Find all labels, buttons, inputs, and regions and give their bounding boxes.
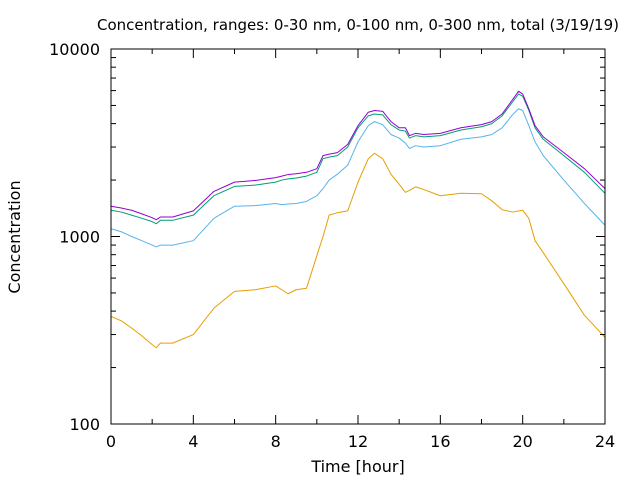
x-axis-title: Time [hour] xyxy=(310,457,404,476)
x-tick-label: 4 xyxy=(188,432,198,451)
series-layer xyxy=(110,90,606,349)
series-line-4 xyxy=(110,90,606,221)
y-tick-label: 10000 xyxy=(49,40,100,59)
series-line-2 xyxy=(110,108,606,248)
y-axis-title: Concentration xyxy=(5,180,24,293)
y-tick-label: 1000 xyxy=(59,228,100,247)
x-tick-label: 16 xyxy=(430,432,450,451)
series-line-1 xyxy=(110,152,606,349)
series-line-3 xyxy=(110,93,606,225)
chart-title: Concentration, ranges: 0-30 nm, 0-100 nm… xyxy=(97,16,619,34)
y-tick-label: 100 xyxy=(69,415,100,434)
x-tick-label: 20 xyxy=(512,432,532,451)
x-tick-label: 24 xyxy=(595,432,615,451)
x-tick-label: 0 xyxy=(106,432,116,451)
ticks-layer: 0 4 8 12 16 20 24 100 1000 10000 xyxy=(49,40,615,451)
x-tick-label: 8 xyxy=(271,432,281,451)
x-tick-label: 12 xyxy=(348,432,368,451)
plot-frame xyxy=(110,48,606,425)
